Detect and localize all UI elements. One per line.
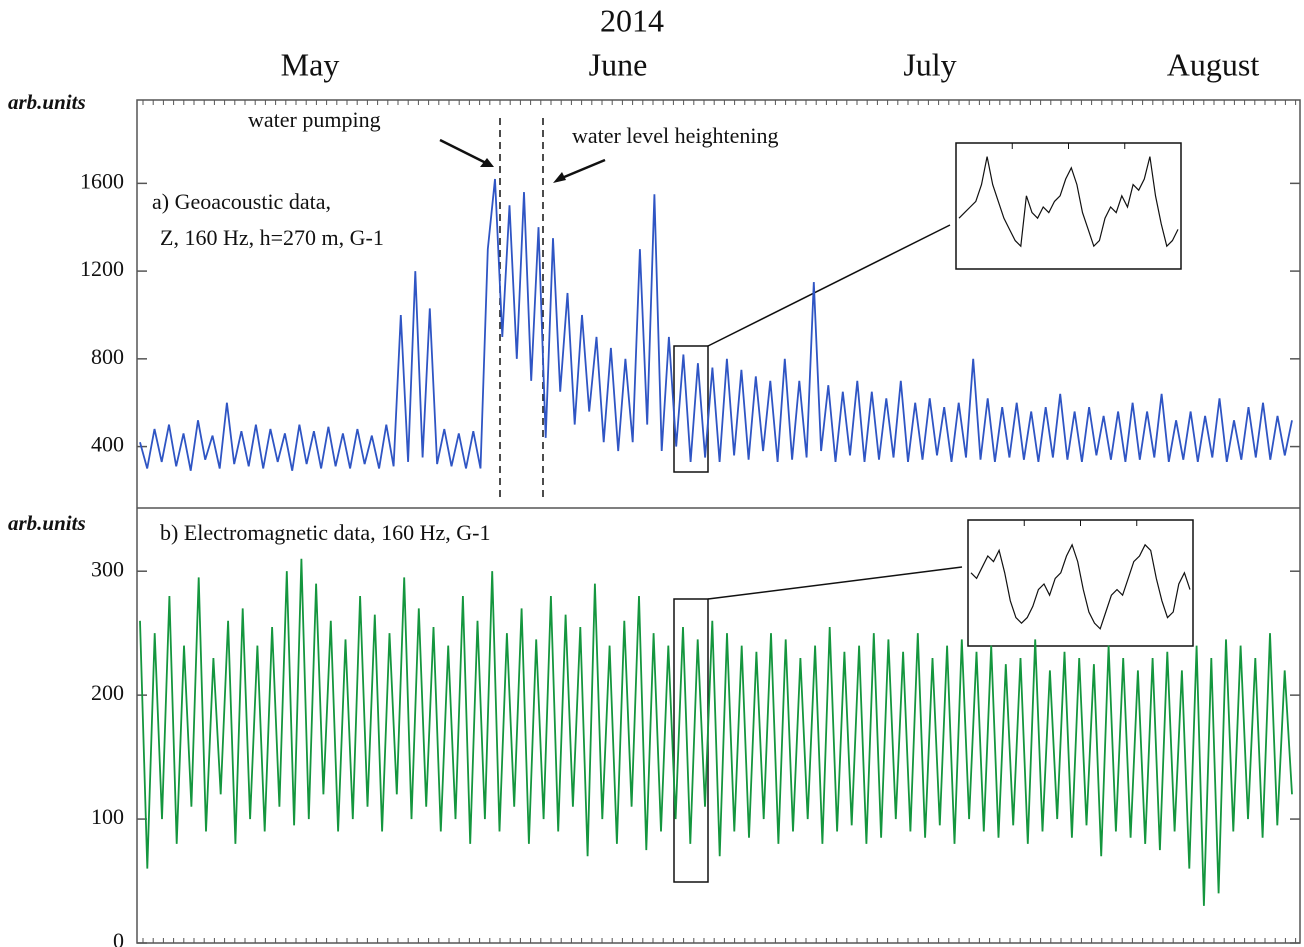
arrowhead [480,158,494,167]
annotation: a) Geoacoustic data, [152,189,331,214]
month-label: May [281,46,340,82]
month-label: June [589,46,648,82]
inset-line [958,156,1179,248]
arrow [556,158,606,182]
y-tick-label: 1600 [80,168,124,193]
zoom-connector [707,224,951,347]
zoom-connector [707,566,963,600]
y-axis-label: arb.units [8,511,86,535]
inset-line [970,543,1191,630]
annotation: water pumping [248,107,381,132]
y-tick-label: 100 [91,804,124,829]
annotation: Z, 160 Hz, h=270 m, G-1 [160,225,384,250]
y-tick-label: 0 [113,928,124,947]
y-tick-label: 400 [91,432,124,457]
y-tick-label: 200 [91,680,124,705]
year-label: 2014 [600,2,664,38]
y-tick-label: 1200 [80,256,124,281]
inset-frame [955,142,1182,270]
y-axis-label: arb.units [8,90,86,114]
y-tick-label: 300 [91,556,124,581]
month-label: July [903,46,956,82]
plot-frame [136,99,1301,944]
annotation: b) Electromagnetic data, 160 Hz, G-1 [160,520,490,545]
inset-frame [967,519,1194,647]
annotation: water level heightening [572,123,778,148]
series-line [139,178,1293,471]
arrow [439,138,491,167]
y-tick-label: 800 [91,344,124,369]
month-label: August [1167,46,1260,82]
series-line [139,558,1293,906]
arrowhead [553,172,566,183]
